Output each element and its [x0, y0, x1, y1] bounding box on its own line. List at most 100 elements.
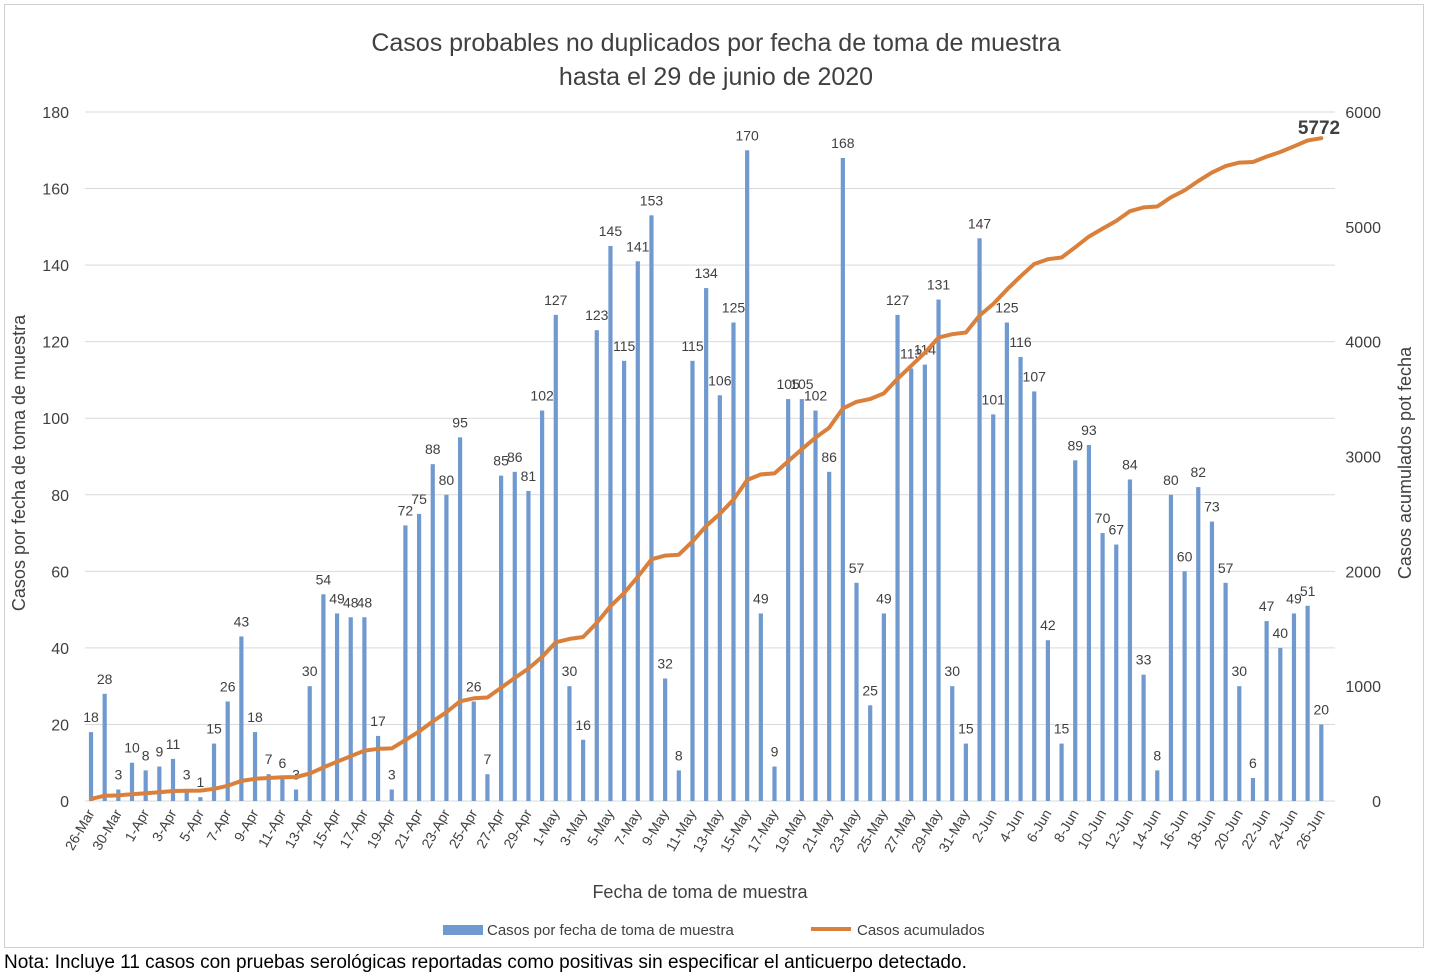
bar	[553, 314, 558, 801]
bar	[485, 774, 490, 801]
bar-data-label: 95	[452, 414, 468, 430]
bar	[444, 494, 449, 801]
y-right-tick-label: 6000	[1345, 105, 1381, 122]
bar	[799, 399, 804, 801]
x-tick-label: 7-May	[611, 807, 644, 849]
bar	[1223, 582, 1228, 801]
cumulative-line-series	[89, 136, 1324, 801]
bar-data-label: 115	[613, 338, 636, 354]
bar-data-label: 102	[530, 388, 554, 404]
bar-data-label: 3	[388, 767, 396, 783]
bar	[1018, 356, 1023, 801]
x-tick-label: 3-May	[556, 807, 589, 849]
bar-data-label: 26	[466, 678, 482, 694]
bar	[1045, 640, 1050, 801]
bar-data-label: 18	[247, 709, 263, 725]
bar-data-label: 15	[206, 721, 222, 737]
y-axis-right: 0 1000 2000 3000 4000 5000 6000	[1345, 105, 1381, 811]
bar-data-label: 168	[831, 135, 855, 151]
final-cumulative-label: 5772	[1298, 118, 1340, 139]
x-tick-label: 3-Apr	[149, 806, 180, 844]
bar-data-label: 84	[1122, 456, 1138, 472]
bar	[840, 157, 845, 801]
bar	[1155, 770, 1160, 801]
y-axis-right-label: Casos acumulados pot fecha	[1395, 346, 1415, 579]
x-tick-label: 2-Jun	[968, 807, 999, 845]
bar-data-label: 67	[1108, 522, 1124, 538]
y-left-tick-label: 80	[51, 488, 69, 505]
bar-data-label: 8	[675, 747, 683, 763]
bar	[950, 686, 955, 801]
bar-data-label: 18	[83, 709, 99, 725]
y-left-tick-label: 140	[42, 258, 69, 275]
bar	[1127, 479, 1133, 801]
bar	[649, 215, 654, 802]
bar	[1032, 391, 1037, 801]
y-left-tick-label: 160	[42, 182, 69, 199]
bar	[1319, 724, 1324, 801]
bar-data-label: 107	[1023, 368, 1047, 384]
bar-data-label: 10	[124, 740, 140, 756]
bar-data-label: 30	[1231, 663, 1247, 679]
bar	[457, 437, 463, 801]
bar	[157, 766, 162, 801]
bar	[731, 322, 736, 801]
x-tick-label: 6-Jun	[1023, 807, 1054, 845]
bar-data-label: 123	[585, 307, 609, 323]
bar	[717, 395, 722, 801]
bar-data-label: 25	[862, 682, 878, 698]
y-axis-left: 0 20 40 60 80 100 120 140 160 180	[42, 105, 69, 811]
bar	[499, 475, 504, 801]
bar	[936, 299, 941, 801]
bar-data-label: 48	[343, 594, 359, 610]
y-right-tick-label: 2000	[1345, 564, 1381, 581]
bar	[1305, 605, 1310, 801]
y-right-tick-label: 3000	[1345, 450, 1381, 467]
bar	[676, 770, 681, 801]
bar-data-label: 70	[1095, 510, 1111, 526]
bar-data-label: 3	[183, 767, 191, 783]
chart: Casos probables no duplicados por fecha …	[9, 29, 1415, 939]
bar	[991, 414, 996, 801]
bar-data-label: 26	[220, 678, 236, 694]
bar-data-label: 49	[753, 590, 769, 606]
bar-data-label: 125	[995, 300, 1019, 316]
y-right-tick-label: 5000	[1345, 220, 1381, 237]
bar	[102, 693, 107, 801]
bar	[293, 789, 299, 801]
bar	[1250, 778, 1256, 801]
x-tick-label: 5-Apr	[176, 806, 207, 844]
x-tick-label: 29-Apr	[500, 806, 535, 851]
bar-data-label: 43	[234, 613, 250, 629]
bar-data-label: 147	[968, 215, 992, 231]
bar-data-label: 47	[1259, 598, 1275, 614]
bar	[758, 613, 763, 801]
bar	[1141, 674, 1146, 801]
bar-data-label: 73	[1204, 499, 1220, 515]
x-tick-label: 4-Jun	[996, 807, 1027, 845]
bar	[1182, 571, 1187, 801]
y-left-tick-label: 180	[42, 105, 69, 122]
bar-data-label: 131	[927, 277, 951, 293]
bar-data-label: 30	[562, 663, 578, 679]
bar-data-label: 60	[1177, 548, 1193, 564]
bar	[266, 774, 271, 801]
bar-data-label: 115	[681, 338, 704, 354]
bar-data-label: 1	[196, 774, 204, 790]
bar	[184, 789, 189, 801]
bar-data-label: 7	[265, 751, 273, 767]
x-tick-label: 1-Apr	[121, 806, 152, 844]
legend-bar-label: Casos por fecha de toma de muestra	[487, 922, 734, 939]
bar	[416, 513, 422, 801]
bar	[1291, 613, 1297, 801]
bar-data-label: 54	[316, 571, 332, 587]
bar-data-label: 6	[1249, 755, 1257, 771]
bar-data-label: 51	[1300, 583, 1316, 599]
bar-data-label: 93	[1081, 422, 1097, 438]
x-axis: 26-Mar30-Mar1-Apr3-Apr5-Apr7-Apr9-Apr11-…	[62, 806, 1328, 855]
y-left-tick-label: 0	[60, 794, 69, 811]
bar	[663, 678, 668, 801]
bar	[635, 261, 640, 801]
bar-data-label: 6	[278, 755, 286, 771]
bar	[1196, 487, 1201, 801]
